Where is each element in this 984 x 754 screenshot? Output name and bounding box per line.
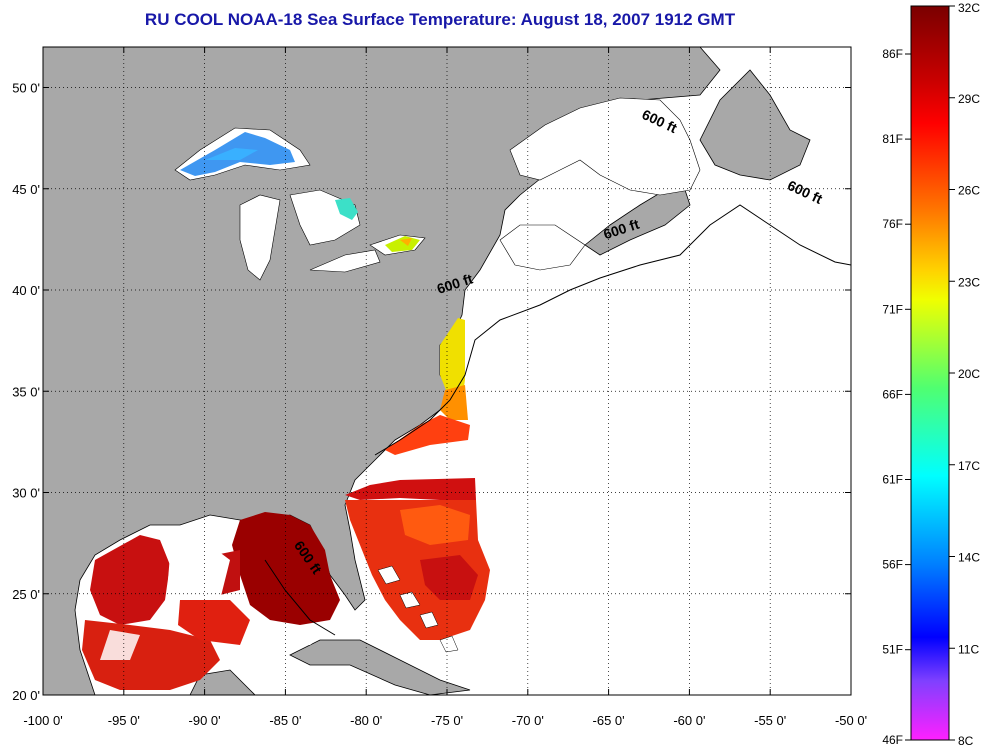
gulf-of-maine	[499, 224, 586, 271]
latitude-labels: 20 0' 25 0' 30 0' 35 0' 40 0' 45 0' 50 0'	[12, 81, 40, 704]
nova-scotia	[584, 189, 691, 256]
colorbar-celsius-label: 23C	[958, 275, 980, 289]
colorbar-fahrenheit-label: 76F	[882, 217, 903, 231]
lake-erie	[309, 249, 381, 273]
colorbar-celsius-label: 26C	[958, 184, 980, 198]
newfoundland	[699, 69, 811, 181]
colorbar-fahrenheit-label: 56F	[882, 558, 903, 572]
sst-patches	[82, 132, 490, 690]
st-lawrence	[509, 97, 701, 196]
lon-tick-label: -70 0'	[512, 713, 544, 728]
lon-tick-label: -95 0'	[108, 713, 140, 728]
lat-tick-label: 35 0'	[12, 384, 40, 399]
grid	[43, 47, 851, 695]
colorbar-fahrenheit-label: 46F	[882, 733, 903, 747]
colorbar-fahrenheit-labels: 86F 81F 76F 71F 66F 61F 56F 51F 46F	[882, 47, 911, 747]
lon-tick-label: -50 0'	[835, 713, 867, 728]
lat-tick-label: 50 0'	[12, 81, 40, 96]
colorbar-celsius-labels: 32C 29C 26C 23C 20C 17C 14C 11C 8C	[949, 1, 980, 748]
lat-tick-label: 30 0'	[12, 486, 40, 501]
colorbar-celsius-label: 14C	[958, 551, 980, 565]
axis-ticks	[42, 47, 852, 696]
map-title: RU COOL NOAA-18 Sea Surface Temperature:…	[144, 10, 736, 29]
lon-tick-label: -65 0'	[593, 713, 625, 728]
lon-tick-label: -60 0'	[673, 713, 705, 728]
lon-tick-label: -55 0'	[754, 713, 786, 728]
colorbar-fahrenheit-label: 71F	[882, 302, 903, 316]
colorbar-celsius-label: 32C	[958, 1, 980, 15]
lake-michigan	[239, 194, 281, 281]
lat-tick-label: 25 0'	[12, 587, 40, 602]
colorbar	[910, 5, 950, 741]
longitude-labels: -100 0' -95 0' -90 0' -85 0' -80 0' -75 0' -70…	[23, 713, 867, 728]
colorbar-fahrenheit-label: 86F	[882, 47, 903, 61]
colorbar-fahrenheit-label: 66F	[882, 387, 903, 401]
colorbar-celsius-label: 17C	[958, 459, 980, 473]
lon-tick-label: -85 0'	[269, 713, 301, 728]
colorbar-fahrenheit-label: 51F	[882, 643, 903, 657]
colorbar-celsius-label: 8C	[958, 734, 974, 748]
colorbar-fahrenheit-label: 81F	[882, 132, 903, 146]
lat-tick-label: 40 0'	[12, 283, 40, 298]
lon-tick-label: -90 0'	[189, 713, 221, 728]
colorbar-fahrenheit-label: 61F	[882, 473, 903, 487]
land-mass	[43, 47, 721, 695]
colorbar-celsius-label: 20C	[958, 367, 980, 381]
lon-tick-label: -80 0'	[350, 713, 382, 728]
colorbar-celsius-label: 11C	[958, 642, 979, 656]
lat-tick-label: 45 0'	[12, 182, 40, 197]
colorbar-celsius-label: 29C	[958, 92, 980, 106]
cuba	[289, 639, 471, 695]
lat-tick-label: 20 0'	[12, 688, 40, 703]
lon-tick-label: -100 0'	[23, 713, 62, 728]
lon-tick-label: -75 0'	[431, 713, 463, 728]
bahamas	[377, 565, 459, 653]
